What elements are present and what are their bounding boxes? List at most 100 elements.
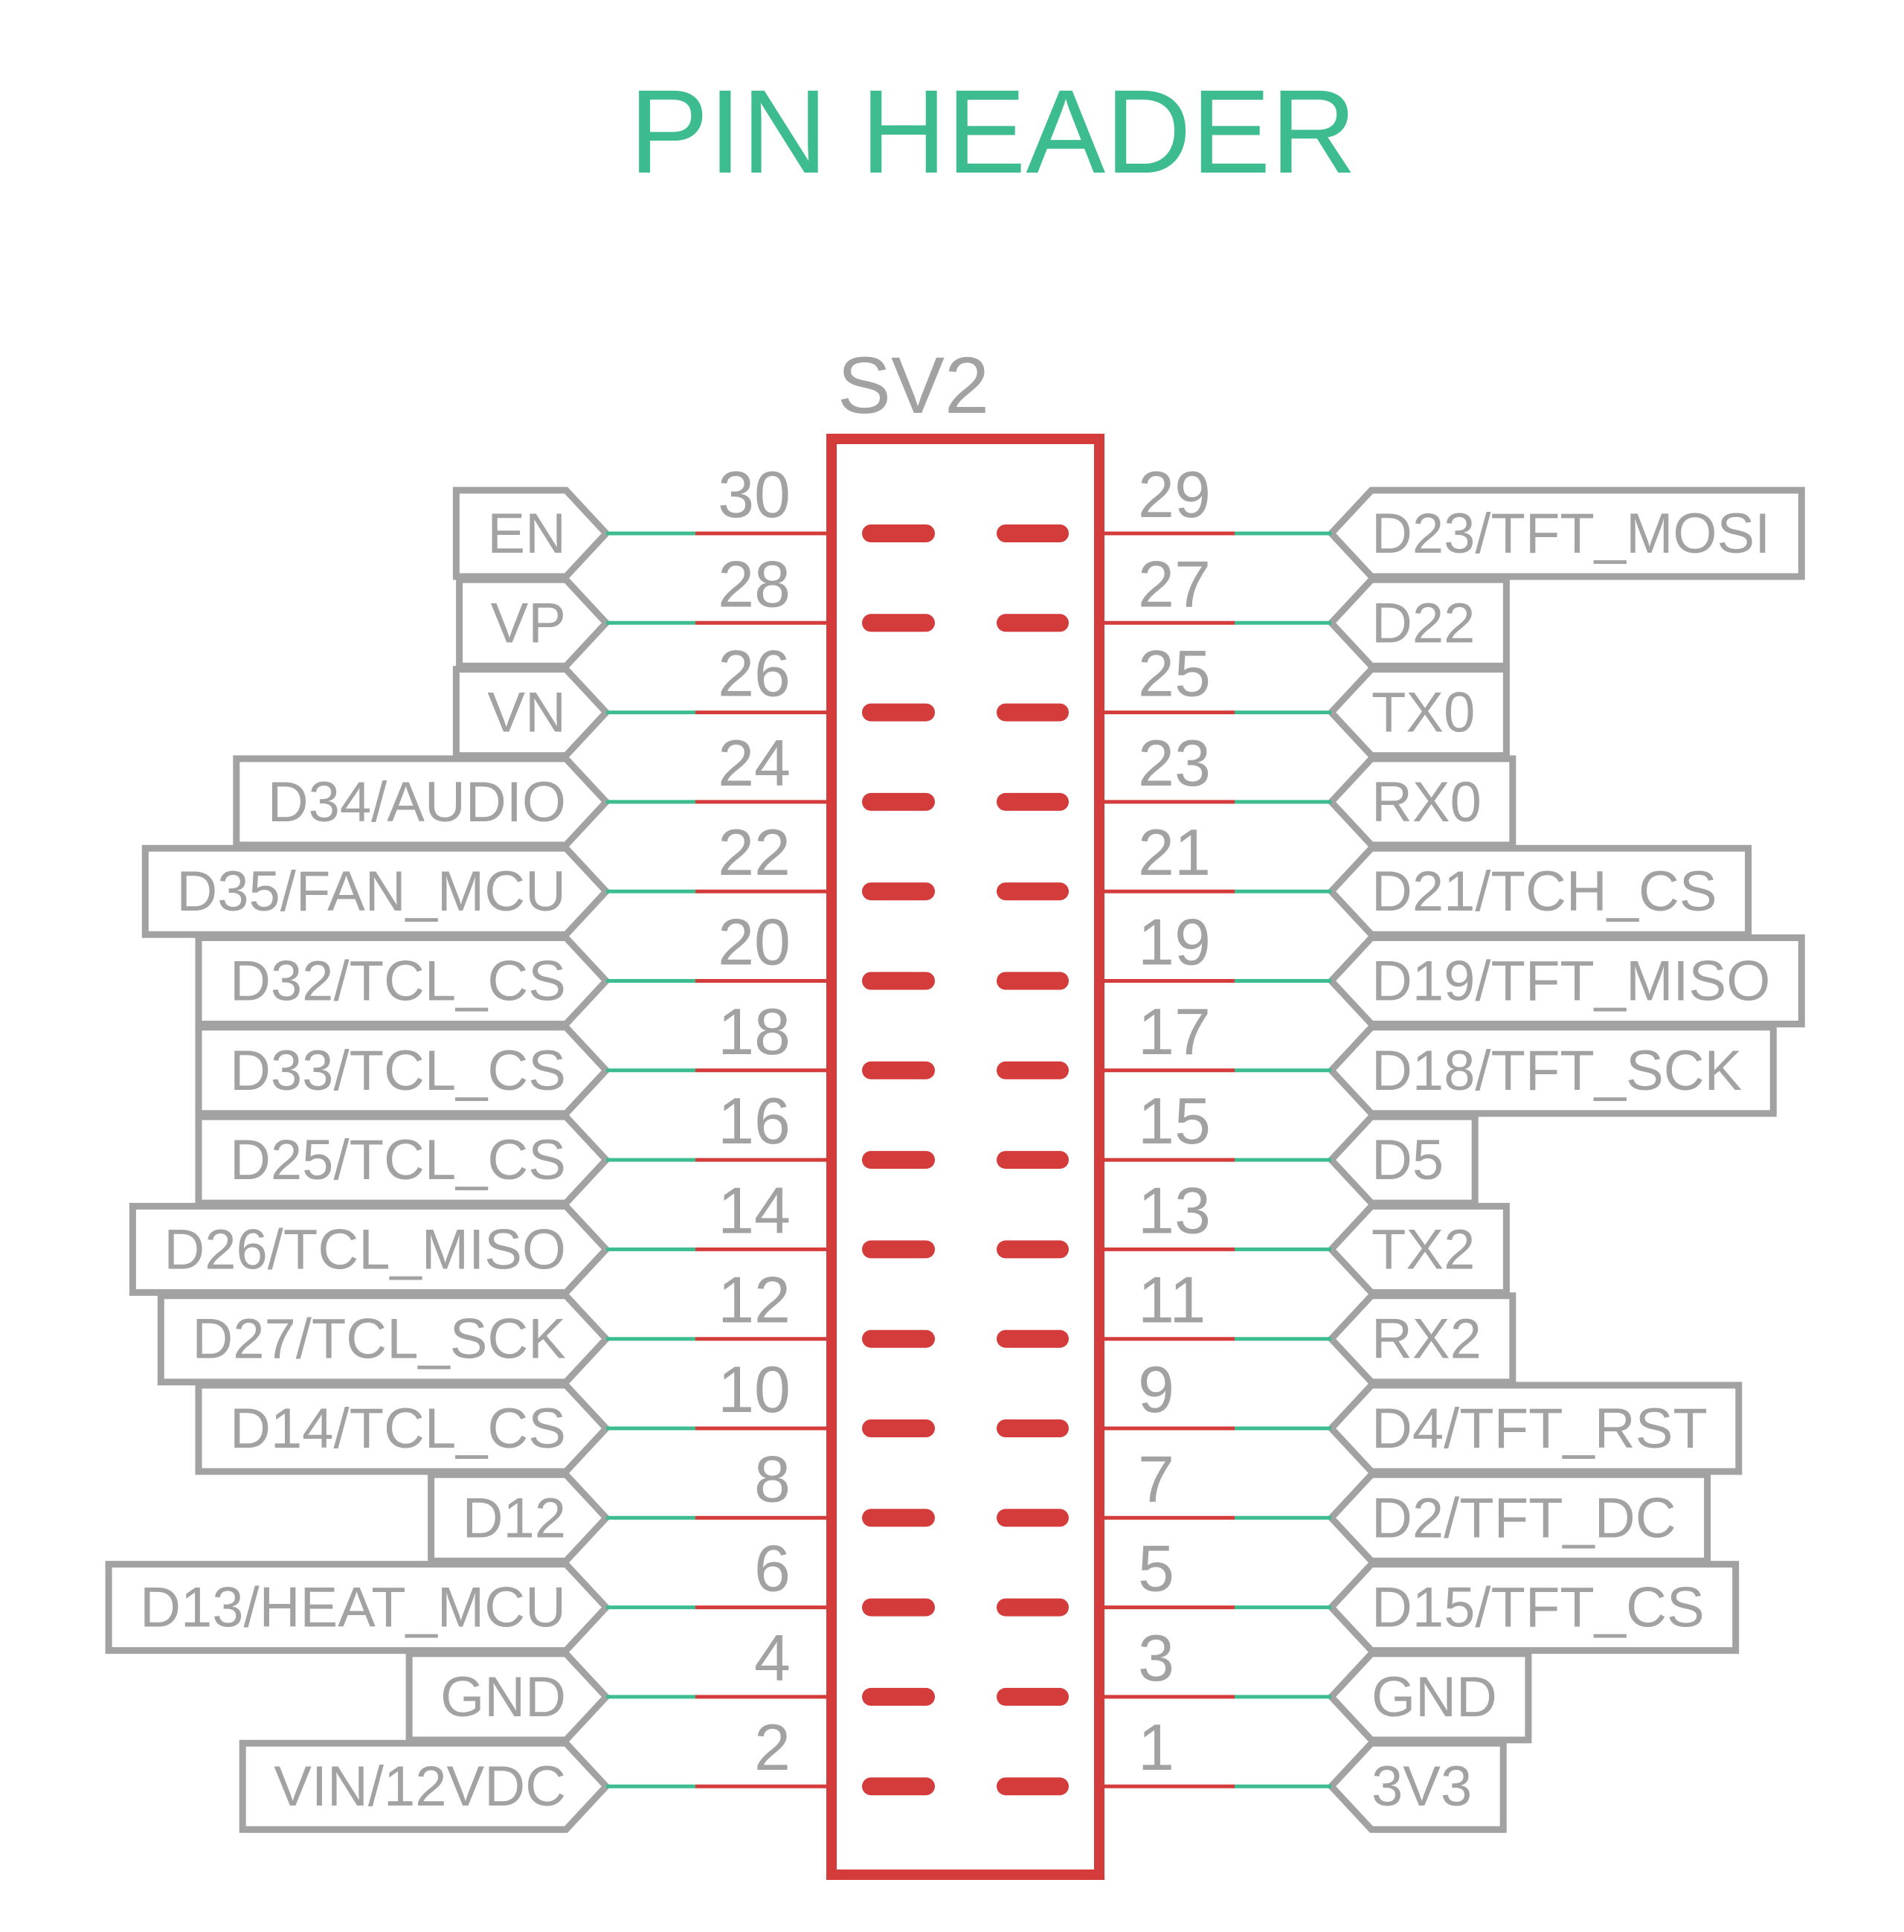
pin-number: 29 (1138, 458, 1211, 531)
net-label: D26/TCL_MISO (164, 1218, 566, 1281)
pin-number: 15 (1138, 1084, 1211, 1158)
pin-number: 18 (718, 995, 791, 1068)
net-flag (195, 1024, 611, 1117)
net-flag (1326, 666, 1510, 760)
pin-9: 9 D4/TFT_RST (997, 1352, 1743, 1475)
net-flag (1326, 1381, 1743, 1475)
net-label: RX2 (1371, 1308, 1482, 1371)
net-flag (452, 487, 611, 580)
pin-number: 25 (1138, 637, 1211, 710)
net-label: D15/TFT_CS (1371, 1576, 1705, 1640)
net-label: D34/AUDIO (268, 771, 566, 834)
net-flag (1326, 1650, 1532, 1744)
net-label: VIN/12VDC (274, 1755, 566, 1818)
net-label: GND (1371, 1666, 1497, 1729)
pin-number: 9 (1138, 1352, 1174, 1426)
pin-5: 5 D15/TFT_CS (997, 1532, 1740, 1655)
net-flag (195, 1113, 611, 1207)
net-label: D21/TCH_CS (1371, 860, 1717, 923)
pin-14: 14 D26/TCL_MISO (129, 1173, 935, 1296)
pin-number: 10 (718, 1352, 791, 1426)
net-label: D32/TCL_CS (230, 950, 566, 1013)
pin-number: 13 (1138, 1173, 1211, 1247)
pin-24: 24 D34/AUDIO (233, 726, 935, 849)
pin-2: 2 VIN/12VDC (239, 1710, 935, 1833)
net-label: D19/TFT_MISO (1371, 950, 1770, 1013)
pin-28: 28 VP (456, 547, 935, 670)
net-flag (233, 755, 611, 849)
net-label: D12 (463, 1486, 566, 1550)
pin-27: 27 D22 (997, 547, 1510, 670)
net-flag (129, 1202, 611, 1296)
pin-16: 16 D25/TCL_CS (195, 1084, 935, 1207)
pin-number: 1 (1138, 1710, 1174, 1784)
net-flag (428, 1471, 611, 1564)
net-label: D2/TFT_DC (1371, 1486, 1676, 1550)
pin-number: 28 (718, 547, 791, 620)
pin-29: 29 D23/TFT_MOSI (997, 458, 1805, 580)
pin-number: 21 (1138, 815, 1211, 889)
pin-number: 16 (718, 1084, 791, 1158)
net-label: D35/FAN_MCU (176, 860, 566, 923)
pin-21: 21 D21/TCH_CS (997, 815, 1752, 938)
pin-number: 6 (754, 1532, 791, 1605)
pin-number: 14 (718, 1173, 791, 1247)
pin-number: 5 (1138, 1532, 1174, 1605)
net-flag (1326, 1024, 1777, 1117)
pin-19: 19 D19/TFT_MISO (997, 905, 1805, 1027)
net-label: 3V3 (1371, 1755, 1472, 1818)
net-flag (105, 1561, 611, 1655)
pin-1: 1 3V3 (997, 1710, 1507, 1833)
net-label: VP (491, 591, 566, 655)
pin-4: 4 GND (405, 1621, 935, 1744)
net-flag (1326, 1739, 1507, 1833)
pin-11: 11 RX2 (997, 1263, 1517, 1386)
net-flag (452, 666, 611, 760)
net-label: VN (487, 681, 566, 745)
net-label: D4/TFT_RST (1371, 1397, 1708, 1460)
net-flag (157, 1292, 611, 1386)
net-flag (1326, 1561, 1740, 1655)
pin-number: 19 (1138, 905, 1211, 979)
pin-number: 17 (1138, 995, 1211, 1068)
net-flag (1326, 844, 1752, 938)
net-label: GND (440, 1666, 566, 1729)
net-flag (1326, 487, 1805, 580)
diagram-title: PIN HEADER (629, 65, 1357, 198)
net-label: TX0 (1371, 681, 1475, 745)
net-label: D13/HEAT_MCU (140, 1576, 566, 1640)
net-flag (1326, 1113, 1479, 1207)
net-label: D25/TCL_CS (230, 1129, 566, 1192)
net-flag (141, 844, 611, 938)
pin-number: 11 (1138, 1263, 1206, 1337)
pin-number: 20 (718, 905, 791, 979)
pin-number: 12 (718, 1263, 791, 1337)
net-label: D5 (1371, 1129, 1444, 1192)
net-flag (456, 576, 611, 670)
net-flag (1326, 576, 1510, 670)
pin-8: 8 D12 (428, 1442, 935, 1564)
net-label: D33/TCL_CS (230, 1039, 566, 1103)
pin-number: 26 (718, 637, 791, 710)
net-flag (1326, 1292, 1517, 1386)
pin-number: 30 (718, 458, 791, 531)
pin-7: 7 D2/TFT_DC (997, 1442, 1711, 1564)
pin-25: 25 TX0 (997, 637, 1510, 760)
net-label: TX2 (1371, 1218, 1475, 1281)
net-flag (195, 934, 611, 1027)
net-label: D27/TCL_SCK (192, 1308, 566, 1371)
pin-10: 10 D14/TCL_CS (195, 1352, 935, 1475)
pin-3: 3 GND (997, 1621, 1532, 1744)
pin-30: 30 EN (452, 458, 935, 580)
pin-22: 22 D35/FAN_MCU (141, 815, 935, 938)
pin-number: 27 (1138, 547, 1211, 620)
pin-17: 17 D18/TFT_SCK (997, 995, 1777, 1117)
net-flag (1326, 934, 1805, 1027)
pin-number: 23 (1138, 726, 1211, 800)
pin-12: 12 D27/TCL_SCK (157, 1263, 935, 1386)
net-flag (1326, 755, 1517, 849)
net-label: RX0 (1371, 771, 1482, 834)
net-label: EN (487, 502, 566, 565)
